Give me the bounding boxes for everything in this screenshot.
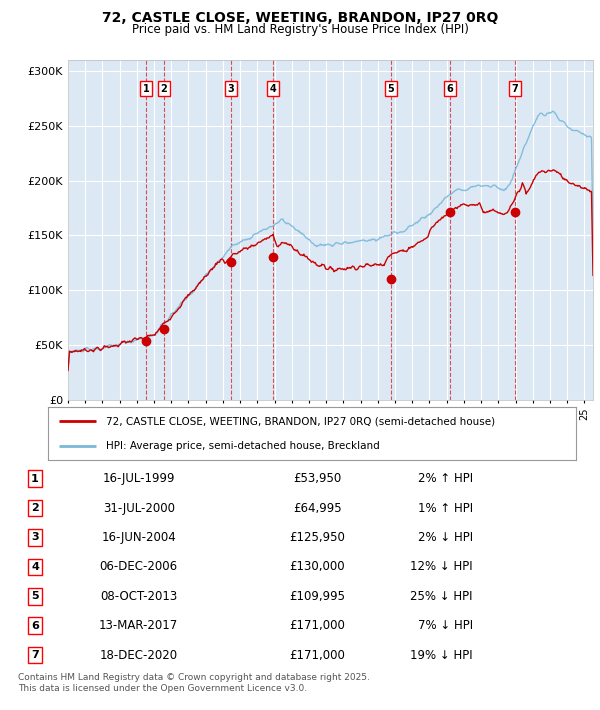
Text: 16-JUN-2004: 16-JUN-2004	[101, 531, 176, 544]
Text: 1: 1	[143, 84, 149, 94]
Text: 72, CASTLE CLOSE, WEETING, BRANDON, IP27 0RQ: 72, CASTLE CLOSE, WEETING, BRANDON, IP27…	[102, 11, 498, 25]
Text: 1: 1	[31, 474, 39, 484]
Text: Price paid vs. HM Land Registry's House Price Index (HPI): Price paid vs. HM Land Registry's House …	[131, 23, 469, 36]
Text: 1% ↑ HPI: 1% ↑ HPI	[418, 501, 473, 515]
Text: 6: 6	[31, 621, 39, 630]
Text: 16-JUL-1999: 16-JUL-1999	[103, 472, 175, 485]
Text: 18-DEC-2020: 18-DEC-2020	[100, 649, 178, 662]
Text: 19% ↓ HPI: 19% ↓ HPI	[410, 649, 473, 662]
Text: 4: 4	[31, 562, 39, 572]
Text: 4: 4	[270, 84, 277, 94]
Text: 6: 6	[446, 84, 454, 94]
Text: 5: 5	[31, 591, 39, 601]
Text: £130,000: £130,000	[289, 560, 345, 574]
Text: 12% ↓ HPI: 12% ↓ HPI	[410, 560, 473, 574]
Text: 06-DEC-2006: 06-DEC-2006	[100, 560, 178, 574]
Text: 2% ↓ HPI: 2% ↓ HPI	[418, 531, 473, 544]
Text: Contains HM Land Registry data © Crown copyright and database right 2025.
This d: Contains HM Land Registry data © Crown c…	[18, 673, 370, 693]
Text: 31-JUL-2000: 31-JUL-2000	[103, 501, 175, 515]
Text: £53,950: £53,950	[293, 472, 341, 485]
Text: 2% ↑ HPI: 2% ↑ HPI	[418, 472, 473, 485]
Text: 72, CASTLE CLOSE, WEETING, BRANDON, IP27 0RQ (semi-detached house): 72, CASTLE CLOSE, WEETING, BRANDON, IP27…	[106, 417, 495, 427]
Text: 7% ↓ HPI: 7% ↓ HPI	[418, 619, 473, 632]
Text: 5: 5	[388, 84, 394, 94]
Text: 2: 2	[31, 503, 39, 513]
Text: 2: 2	[161, 84, 167, 94]
Text: HPI: Average price, semi-detached house, Breckland: HPI: Average price, semi-detached house,…	[106, 441, 380, 451]
Text: 7: 7	[31, 650, 39, 660]
Text: 7: 7	[511, 84, 518, 94]
Text: 3: 3	[227, 84, 234, 94]
Text: 08-OCT-2013: 08-OCT-2013	[100, 590, 178, 603]
Text: £171,000: £171,000	[289, 619, 345, 632]
Text: 25% ↓ HPI: 25% ↓ HPI	[410, 590, 473, 603]
Text: £109,995: £109,995	[289, 590, 345, 603]
Text: £125,950: £125,950	[289, 531, 345, 544]
Text: 3: 3	[31, 532, 39, 542]
Text: £64,995: £64,995	[293, 501, 341, 515]
Text: 13-MAR-2017: 13-MAR-2017	[99, 619, 178, 632]
Text: £171,000: £171,000	[289, 649, 345, 662]
